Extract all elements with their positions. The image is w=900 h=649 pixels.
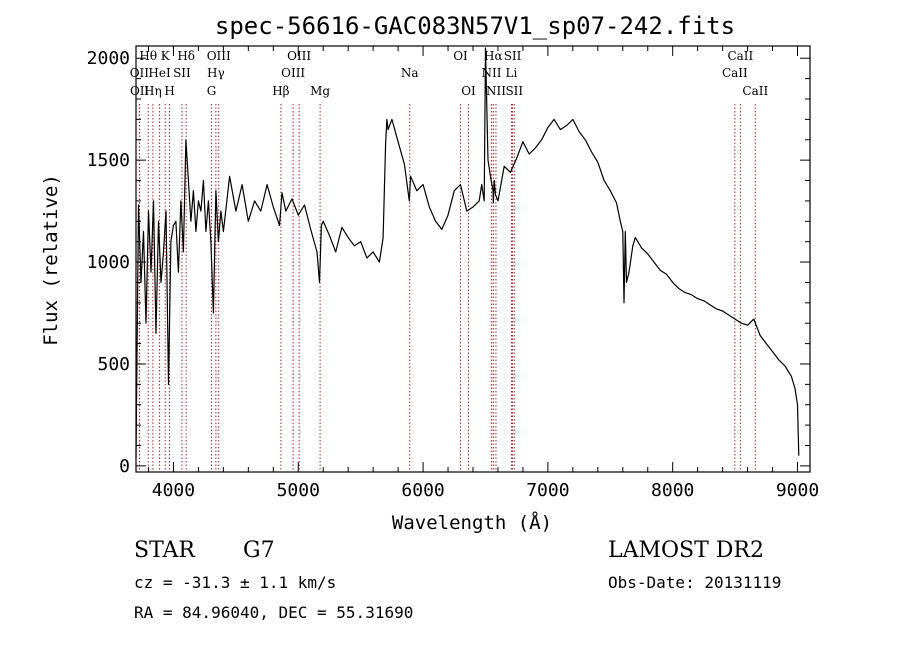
line-label-24: OI	[461, 84, 476, 98]
axes: 4000 5000 6000 7000 8000 9000 0 500 1000 1500 2000	[87, 45, 819, 501]
line-label-16: Li	[506, 66, 518, 80]
y-axis-label: Flux (relative)	[40, 174, 62, 346]
y-tick-label: 1500	[87, 150, 130, 171]
chart-title: spec-56616-GAC083N57V1_sp07-242.fits	[215, 12, 735, 40]
coordinates-text: RA = 84.96040, DEC = 55.31690	[134, 603, 414, 622]
redshift-text: cz = -31.3 ± 1.1 km/s	[134, 573, 337, 592]
x-tick-label: 4000	[152, 480, 195, 501]
line-label-18: OII	[130, 84, 150, 98]
line-label-27: CaII	[742, 84, 768, 98]
x-tick-label: 6000	[401, 480, 444, 501]
line-label-5: OI	[453, 49, 468, 63]
line-label-13: OIII	[281, 66, 305, 80]
spectrum-line	[135, 47, 800, 458]
line-label-14: Na	[401, 66, 419, 80]
x-axis-label: Wavelength (Å)	[392, 511, 552, 534]
line-label-9: OII	[130, 66, 150, 80]
line-label-4: OIII	[287, 49, 311, 63]
line-label-7: SII	[504, 49, 522, 63]
line-label-0: Hθ	[139, 49, 157, 63]
y-tick-label: 0	[119, 456, 130, 477]
object-class: STAR	[134, 538, 195, 563]
line-label-19: Hη	[144, 84, 162, 98]
plot-frame	[135, 45, 811, 473]
x-tick-label: 7000	[526, 480, 569, 501]
line-label-26: SII	[505, 84, 523, 98]
line-label-15: NII	[481, 66, 501, 80]
line-label-1: K	[161, 49, 171, 63]
line-label-6: Hα	[484, 49, 503, 63]
observation-date: Obs-Date: 20131119	[608, 573, 782, 592]
y-tick-label: 2000	[87, 48, 130, 69]
line-label-8: CaII	[727, 49, 753, 63]
line-label-17: CaII	[722, 66, 748, 80]
x-tick-label: 8000	[651, 480, 694, 501]
line-label-10: HeI	[148, 66, 171, 80]
x-tick-label: 9000	[776, 480, 819, 501]
plot-area	[135, 47, 800, 458]
x-tick-label: 5000	[277, 480, 320, 501]
line-label-3: OIII	[207, 49, 231, 63]
line-label-22: Hβ	[272, 84, 289, 98]
y-tick-label: 1000	[87, 252, 130, 273]
line-label-2: Hδ	[177, 49, 195, 63]
survey-name: LAMOST DR2	[608, 538, 764, 563]
y-tick-label: 500	[97, 354, 130, 375]
line-label-11: SII	[173, 66, 191, 80]
line-label-21: G	[207, 84, 217, 98]
line-label-20: H	[164, 84, 174, 98]
line-label-25: NII	[486, 84, 506, 98]
line-label-23: Mg	[310, 84, 330, 98]
line-label-12: Hγ	[207, 66, 225, 80]
object-subclass: G7	[243, 538, 275, 563]
